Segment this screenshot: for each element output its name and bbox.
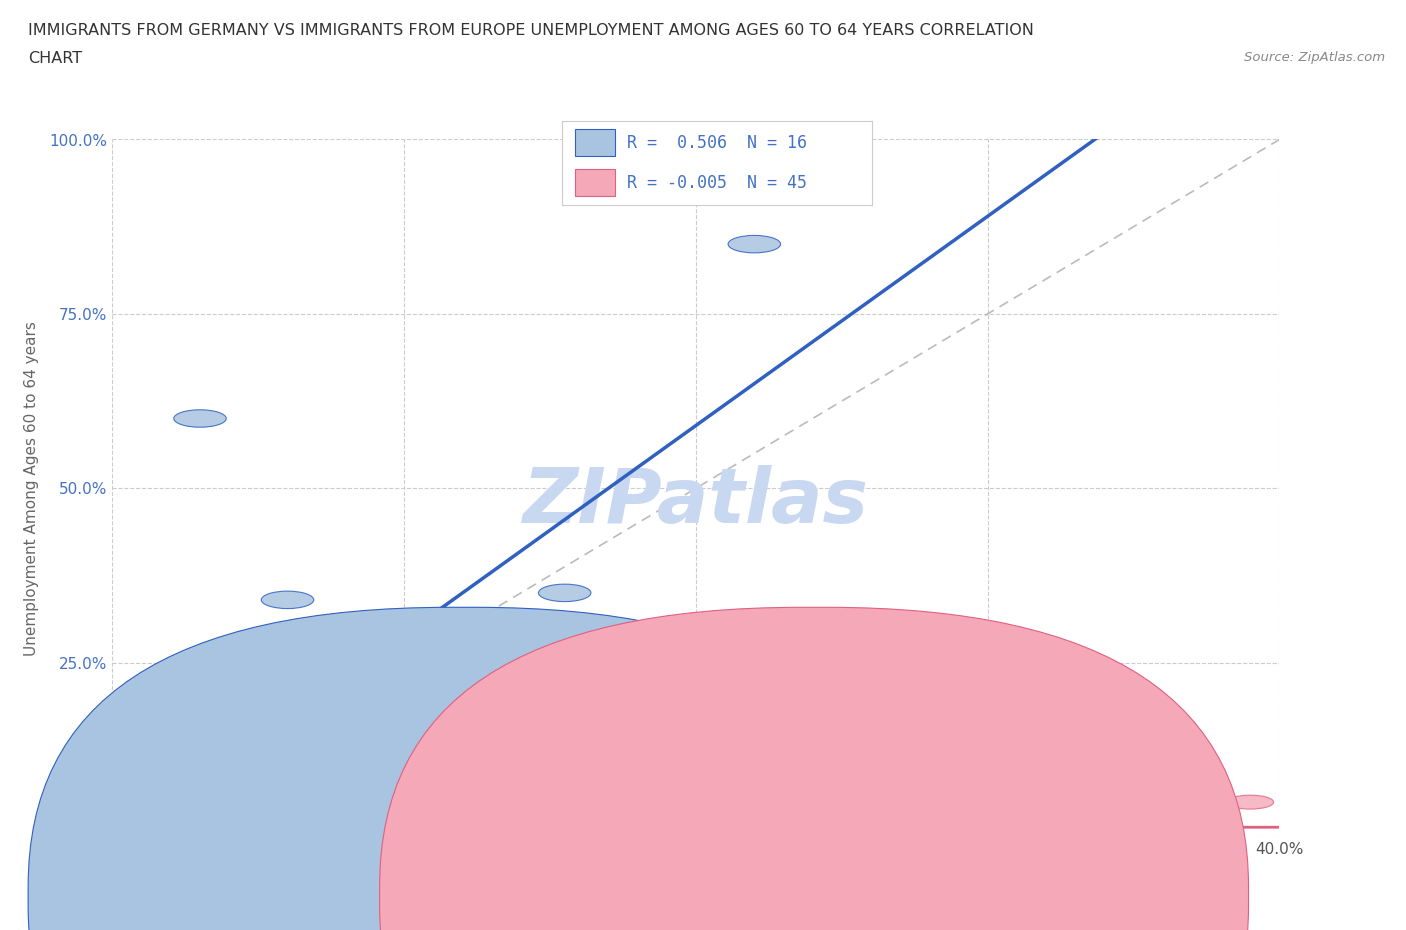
FancyBboxPatch shape xyxy=(575,129,614,156)
Ellipse shape xyxy=(124,825,172,839)
Ellipse shape xyxy=(165,823,212,837)
Ellipse shape xyxy=(411,767,457,781)
Text: IMMIGRANTS FROM GERMANY VS IMMIGRANTS FROM EUROPE UNEMPLOYMENT AMONG AGES 60 TO : IMMIGRANTS FROM GERMANY VS IMMIGRANTS FR… xyxy=(28,23,1033,38)
Ellipse shape xyxy=(142,823,188,837)
Ellipse shape xyxy=(264,823,311,837)
Ellipse shape xyxy=(848,825,894,839)
Text: Immigrants from Europe: Immigrants from Europe xyxy=(832,889,1019,904)
Ellipse shape xyxy=(148,825,194,839)
Ellipse shape xyxy=(232,675,284,692)
Ellipse shape xyxy=(188,823,235,837)
Ellipse shape xyxy=(789,823,837,837)
Ellipse shape xyxy=(1139,825,1187,839)
Ellipse shape xyxy=(439,823,486,837)
Ellipse shape xyxy=(319,817,373,835)
Text: R = -0.005  N = 45: R = -0.005 N = 45 xyxy=(627,174,807,192)
Ellipse shape xyxy=(118,823,165,837)
Ellipse shape xyxy=(200,823,246,837)
Ellipse shape xyxy=(129,821,183,839)
Ellipse shape xyxy=(745,825,792,839)
Ellipse shape xyxy=(136,825,183,839)
Ellipse shape xyxy=(728,235,780,253)
Ellipse shape xyxy=(159,807,212,825)
Ellipse shape xyxy=(381,823,427,837)
Ellipse shape xyxy=(262,591,314,608)
Ellipse shape xyxy=(194,825,240,839)
Ellipse shape xyxy=(121,817,174,835)
Text: Immigrants from Germany: Immigrants from Germany xyxy=(481,889,685,904)
Ellipse shape xyxy=(1052,823,1098,837)
Ellipse shape xyxy=(614,823,661,837)
Ellipse shape xyxy=(527,823,574,837)
Ellipse shape xyxy=(112,823,159,837)
Ellipse shape xyxy=(107,825,153,839)
Ellipse shape xyxy=(150,773,202,790)
Ellipse shape xyxy=(965,825,1011,839)
Ellipse shape xyxy=(235,825,281,839)
Text: Source: ZipAtlas.com: Source: ZipAtlas.com xyxy=(1244,51,1385,64)
Ellipse shape xyxy=(702,823,748,837)
Ellipse shape xyxy=(139,820,191,837)
Ellipse shape xyxy=(538,584,591,602)
Ellipse shape xyxy=(322,823,370,837)
Ellipse shape xyxy=(104,823,156,840)
Ellipse shape xyxy=(101,823,148,837)
Ellipse shape xyxy=(177,823,224,837)
Ellipse shape xyxy=(221,825,267,839)
Y-axis label: Unemployment Among Ages 60 to 64 years: Unemployment Among Ages 60 to 64 years xyxy=(24,321,38,656)
Ellipse shape xyxy=(159,825,205,839)
Ellipse shape xyxy=(1227,795,1274,809)
Ellipse shape xyxy=(571,690,617,705)
FancyBboxPatch shape xyxy=(575,169,614,196)
Ellipse shape xyxy=(658,795,704,809)
Ellipse shape xyxy=(153,823,200,837)
Ellipse shape xyxy=(174,410,226,427)
Text: ZIPatlas: ZIPatlas xyxy=(523,465,869,539)
Ellipse shape xyxy=(172,825,218,839)
Ellipse shape xyxy=(250,823,297,837)
Ellipse shape xyxy=(96,825,142,839)
Ellipse shape xyxy=(484,825,530,839)
Text: R =  0.506  N = 16: R = 0.506 N = 16 xyxy=(627,134,807,152)
Ellipse shape xyxy=(115,821,167,839)
Text: CHART: CHART xyxy=(28,51,82,66)
Ellipse shape xyxy=(98,825,150,843)
Ellipse shape xyxy=(183,825,229,839)
Ellipse shape xyxy=(278,781,325,795)
Ellipse shape xyxy=(129,823,177,837)
Ellipse shape xyxy=(205,823,253,837)
Ellipse shape xyxy=(197,821,250,839)
Ellipse shape xyxy=(352,825,398,839)
Ellipse shape xyxy=(294,725,340,739)
Ellipse shape xyxy=(905,823,953,837)
Ellipse shape xyxy=(145,689,197,706)
